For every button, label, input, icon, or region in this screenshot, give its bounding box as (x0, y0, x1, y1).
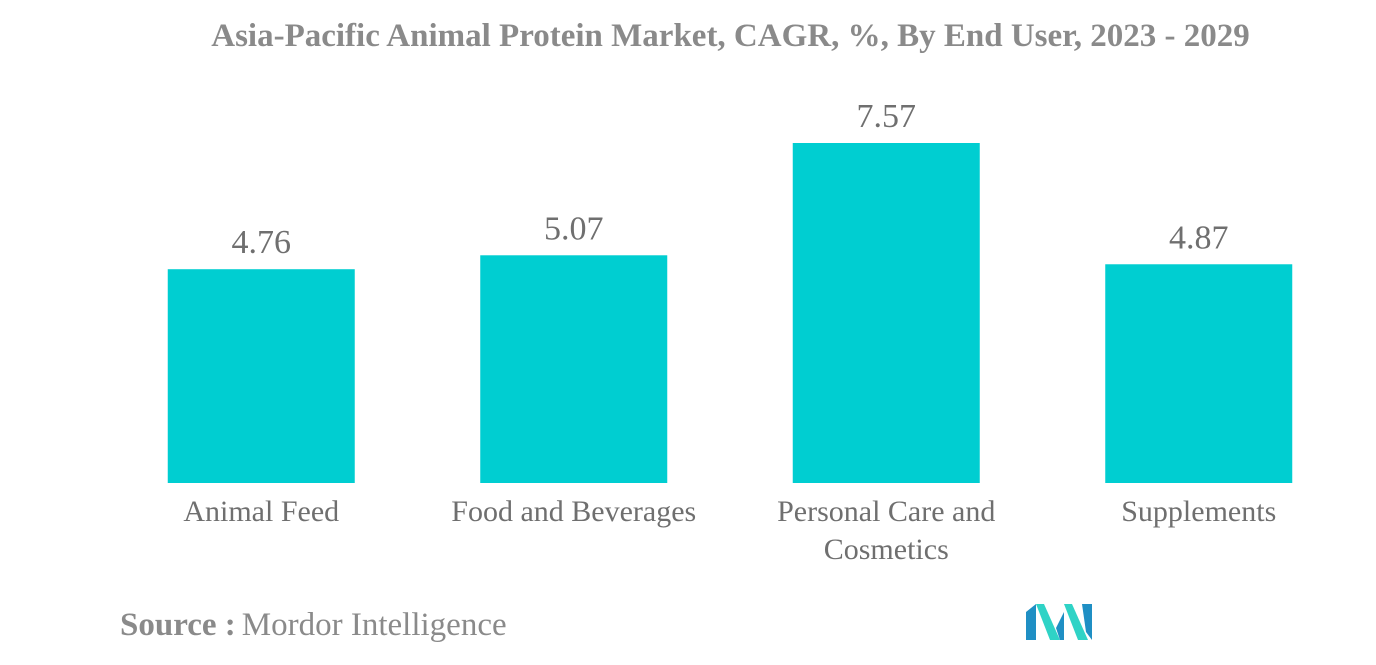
source-value: Mordor Intelligence (241, 607, 507, 643)
logo-part-diag-1 (1036, 604, 1060, 640)
source-line: Source : Mordor Intelligence (120, 607, 507, 644)
logo-part-mid (1056, 612, 1064, 640)
mordor-intelligence-logo-icon (1026, 604, 1092, 640)
bar-1 (480, 255, 668, 483)
category-label-1: Food and Beverages (451, 495, 696, 528)
category-label-3: Supplements (1121, 495, 1276, 528)
bar-0 (167, 269, 355, 483)
bar-3 (1105, 264, 1293, 483)
value-label-0: 4.76 (232, 224, 292, 261)
category-label-2-line-1: Cosmetics (824, 533, 949, 566)
value-label-3: 4.87 (1169, 219, 1229, 256)
bar-2 (792, 143, 980, 483)
category-label-0: Animal Feed (183, 495, 339, 528)
logo-part-diag-2 (1064, 604, 1088, 640)
value-label-1: 5.07 (544, 210, 604, 247)
category-label-2-line-0: Personal Care and (777, 495, 995, 528)
value-label-2: 7.57 (857, 98, 917, 135)
bar-chart: 4.76 Animal Feed 5.07 Food and Beverages 7.5… (167, 98, 1293, 566)
logo-part-left (1026, 604, 1036, 640)
source-label: Source : (120, 607, 236, 643)
logo-part-right (1082, 604, 1092, 640)
chart-title: Asia-Pacific Animal Protein Market, CAGR… (211, 18, 1250, 54)
